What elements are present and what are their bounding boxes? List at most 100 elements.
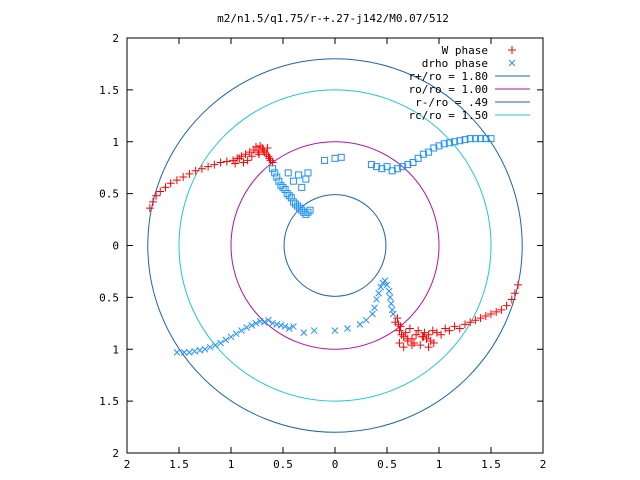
point-s2-2 [273,173,281,181]
point-s0-71 [492,307,501,316]
circle-4 [230,141,440,350]
point-s0-44 [399,332,408,341]
point-s0-82 [419,332,428,341]
point-s2-49 [477,135,485,143]
legend-label-1: drho phase [422,57,488,70]
y-tick-label-4: 0 [112,240,119,253]
point-s2-3 [275,177,283,185]
point-s2-42 [440,140,448,148]
legend-marker-1 [508,59,516,67]
point-s2-4 [277,181,285,189]
point-s1-38 [383,281,391,289]
point-s1-12 [238,327,245,334]
point-s0-66 [466,318,475,327]
point-s0-13 [216,158,225,167]
x-tick-label-3: 0.5 [273,458,293,471]
point-s0-39 [393,314,402,323]
circle-3 [147,58,523,433]
point-s2-20 [289,177,297,185]
point-s2-47 [466,135,474,143]
point-s0-75 [510,289,519,298]
point-s0-6 [172,176,181,185]
point-s2-15 [300,208,308,216]
point-s2-43 [445,139,453,147]
point-s0-30 [268,158,277,167]
point-s0-64 [455,324,464,333]
point-s1-22 [281,323,289,330]
point-s0-72 [497,305,506,314]
point-s0-68 [476,314,485,323]
point-s2-8 [285,192,293,200]
point-s2-34 [399,163,407,171]
point-s0-60 [437,330,446,339]
point-s1-16 [256,317,264,325]
point-s0-9 [191,166,200,175]
point-s1-18 [265,316,272,324]
point-s0-31 [243,156,252,165]
point-s2-12 [294,202,302,210]
point-s1-19 [269,319,276,327]
point-s2-23 [302,175,310,183]
point-s2-37 [414,154,422,162]
point-s1-28 [344,325,351,332]
point-s0-81 [407,341,416,350]
point-s0-56 [424,330,433,339]
legend-label-4: ro/ro = 1.00 [409,83,488,96]
point-s2-1 [271,169,279,177]
point-s1-31 [369,310,376,318]
point-s2-44 [451,138,459,146]
point-s0-4 [161,183,170,192]
point-s2-10 [289,198,297,206]
point-s0-83 [424,343,433,352]
point-s0-8 [185,169,194,178]
chart-title: m2/n1.5/q1.75/r-+.27-j142/M0.07/512 [217,12,449,25]
point-s0-35 [255,150,264,159]
x-tick-label-7: 1.5 [481,458,501,471]
x-tick-label-2: 1 [228,458,235,471]
point-s2-17 [304,208,312,216]
point-s0-47 [405,324,414,333]
point-s0-79 [399,343,408,352]
point-s1-41 [387,300,395,307]
point-s2-22 [298,183,306,191]
point-s0-1 [149,197,157,206]
point-s0-19 [245,148,254,157]
point-s1-10 [227,333,235,341]
y-tick-label-2: 1 [112,136,119,149]
point-s1-24 [290,323,297,330]
point-s0-29 [266,156,275,165]
point-s0-80 [403,334,412,343]
point-s1-5 [201,345,209,353]
point-s1-7 [212,341,219,349]
point-s0-52 [416,341,425,350]
point-s0-42 [396,322,405,331]
legend-label-3: r+/ro = 1.80 [409,70,488,83]
point-s0-63 [450,322,459,331]
point-s1-3 [191,347,198,355]
point-s1-32 [371,304,378,312]
point-s2-32 [388,167,396,175]
point-s2-5 [279,183,287,191]
point-s2-35 [404,161,412,169]
point-s0-78 [395,339,404,348]
point-s2-28 [367,161,375,169]
point-s0-5 [166,179,175,188]
point-s1-2 [186,349,193,356]
point-s2-45 [456,137,464,145]
point-s1-39 [385,287,393,295]
point-s0-34 [231,159,240,168]
point-s2-9 [287,194,295,202]
point-s0-32 [239,158,248,167]
point-s1-21 [277,322,285,329]
point-s2-14 [298,206,306,214]
point-s2-11 [291,200,299,208]
point-s0-65 [461,320,469,329]
point-s1-25 [300,329,308,337]
point-s2-46 [461,136,469,144]
point-s1-9 [222,336,230,344]
point-s1-1 [180,349,188,356]
point-s1-15 [252,319,260,327]
point-s2-38 [419,150,427,158]
legend-label-6: rc/ro = 1.50 [409,109,488,122]
point-s2-27 [337,153,345,161]
